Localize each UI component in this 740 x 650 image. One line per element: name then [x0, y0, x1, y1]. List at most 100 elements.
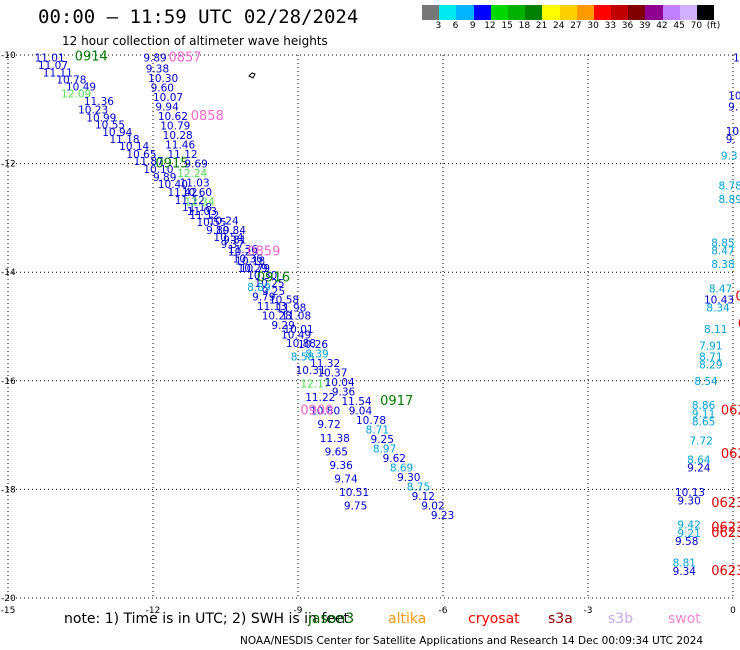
wave-height-label: 9.3 — [721, 150, 738, 162]
wave-height-label: 8.29 — [699, 360, 722, 372]
wave-height-label: 10.99 — [86, 112, 116, 124]
legend-label: 9 — [469, 21, 476, 31]
wave-height-label: 7.72 — [690, 436, 713, 448]
pass-time-label: 0915 — [155, 157, 188, 172]
legend-label: 18 — [518, 21, 531, 31]
wave-height-label: 9.36 — [332, 387, 356, 399]
wave-height-label: 10.37 — [317, 368, 347, 380]
wave-height-label: 8.69 — [390, 463, 413, 475]
wave-height-label: 9.94 — [155, 102, 179, 114]
wave-height-label: 11.98 — [276, 302, 306, 314]
wave-height-label: 9. — [726, 134, 736, 146]
wave-height-label: 9.89 — [153, 172, 176, 184]
wave-height-label: 9.60 — [151, 83, 174, 95]
wave-height-label: 10.84 — [216, 225, 246, 237]
wave-height-label: 8.38 — [711, 259, 734, 271]
wave-height-label: 12.34 — [184, 197, 214, 209]
wave-height-label: 10.62 — [158, 111, 188, 123]
y-tick-label: -20 — [1, 594, 16, 604]
wave-height-label: 12.17 — [300, 379, 330, 391]
legend-label: 27 — [570, 21, 582, 31]
wave-height-label: 8.71 — [699, 351, 722, 363]
wave-height-label: 9.11 — [692, 408, 715, 420]
y-tick-label: -18 — [1, 485, 16, 495]
legend-swatch — [456, 5, 474, 20]
pass-time-label: 062 — [735, 290, 740, 305]
legend-swatch — [490, 5, 508, 20]
wave-height-label: 10.13 — [675, 487, 705, 499]
legend-label: 3 — [435, 21, 442, 31]
legend-label: 24 — [553, 21, 565, 31]
wave-height-readings: 091411.0111.0711.1110.7810.4912.0911.361… — [35, 50, 740, 579]
wave-height-label: 8.75 — [407, 482, 430, 494]
pass-time-label: 062 — [721, 447, 740, 462]
x-tick-label: -3 — [584, 606, 593, 616]
legend-swatch — [697, 5, 715, 20]
wave-height-label: 9.25 — [262, 286, 285, 298]
legend-swatch — [593, 5, 612, 20]
legend-swatch — [628, 5, 646, 20]
wave-height-label: 8.81 — [673, 558, 696, 570]
wave-height-label: 8.54 — [694, 376, 718, 388]
pass-time-label: 0916 — [257, 271, 290, 286]
wave-height-label: 11.38 — [320, 433, 350, 445]
wave-height-label: 10.55 — [197, 217, 227, 229]
wave-height-label: 9.12 — [412, 491, 435, 503]
wave-height-label: 10.23 — [78, 104, 108, 116]
wave-height-label: 8.85 — [711, 237, 734, 249]
legend-swatch — [542, 5, 560, 20]
chart-subtitle: 12 hour collection of altimeter wave hei… — [62, 34, 328, 48]
wave-height-label: 8.47 — [711, 245, 734, 257]
legend-label: 6 — [452, 21, 459, 31]
wave-height-label: 11.03 — [180, 178, 210, 190]
wave-height-label: 10.65 — [126, 149, 156, 161]
axis-tick-labels: -15 -12 -9 -6 -3 0 -10 -12 -14 -16 -18 -20 — [1, 51, 736, 616]
wave-height-label: 10.28 — [262, 311, 292, 323]
wave-height-label: 11.08 — [281, 311, 311, 323]
wave-height-label: 9. — [728, 102, 738, 114]
pass-time-label: 0900 — [300, 404, 333, 419]
wave-height-label: 10 — [733, 53, 740, 65]
wave-height-label: 9.24 — [687, 463, 711, 475]
wave-height-label: 11.32 — [310, 358, 340, 370]
wave-height-label: 8.39 — [305, 349, 328, 361]
wave-height-label: 10.24 — [209, 216, 239, 228]
wave-height-label: 11.46 — [165, 140, 195, 152]
wave-height-label: 10.79 — [160, 121, 190, 133]
legend-swatch — [662, 5, 680, 20]
wave-height-label: 8.34 — [706, 302, 730, 314]
footer-credit: NOAA/NESDIS Center for Satellite Applica… — [240, 635, 704, 647]
pass-time-label: 0917 — [380, 394, 413, 409]
wave-height-label: 10.30 — [247, 270, 277, 282]
island-outline — [248, 72, 256, 79]
wave-height-label: 8.64 — [687, 455, 711, 467]
satellite-name-s3b: s3b — [608, 611, 634, 627]
pass-time-label: 0914 — [75, 50, 108, 65]
wave-height-label: 10.79 — [240, 263, 270, 275]
x-tick-label: -15 — [1, 606, 16, 616]
wave-height-label: 11.12 — [175, 195, 205, 207]
wave-height-label: 9.75 — [344, 501, 367, 513]
wave-height-label: 9.25 — [371, 434, 394, 446]
pass-time-label: 06 — [738, 317, 740, 332]
wave-height-label: 10.29 — [228, 247, 258, 259]
wave-height-label: 11.13 — [257, 301, 287, 313]
wave-height-label: 10.55 — [95, 120, 125, 132]
wave-height-label: 8.78 — [719, 180, 740, 192]
wave-height-label: 10.29 — [238, 263, 268, 275]
wave-height-label: 8.86 — [692, 400, 716, 412]
note-text: note: 1) Time is in UTC; 2) SWH is in fe… — [64, 611, 350, 627]
wave-height-label: 8.97 — [373, 444, 396, 456]
x-tick-label: 0 — [730, 606, 736, 616]
wave-height-label: 10.40 — [158, 179, 188, 191]
wave-height-label: 10.51 — [339, 487, 369, 499]
legend-swatch — [439, 5, 457, 20]
wave-height-label: 7.91 — [699, 341, 722, 353]
wave-height-label: 9.62 — [383, 453, 406, 465]
color-legend — [422, 5, 715, 20]
wave-height-label: 9.29 — [271, 320, 294, 332]
legend-swatch — [422, 5, 440, 20]
satellite-name-swot: swot — [668, 611, 701, 627]
y-tick-label: -12 — [1, 160, 16, 170]
wave-height-label: 10.80 — [310, 406, 340, 418]
